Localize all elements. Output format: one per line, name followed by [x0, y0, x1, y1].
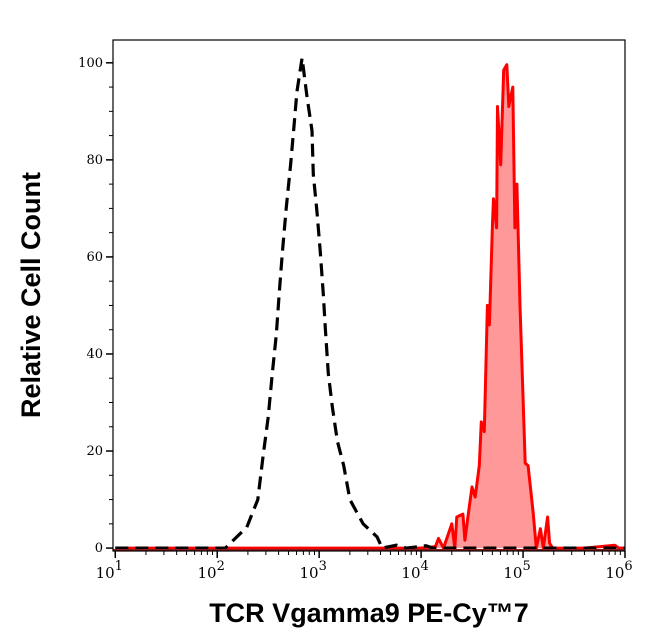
y-tick-label: 20 [86, 444, 103, 459]
y-tick-label: 100 [78, 56, 103, 71]
y-tick-label: 0 [95, 541, 103, 556]
x-axis-title: TCR Vgamma9 PE-Cy™7 [209, 598, 529, 628]
y-tick-label: 40 [86, 347, 103, 362]
x-tick-label: 103 [299, 559, 326, 582]
x-tick-label: 106 [605, 559, 632, 582]
x-tick-label: 102 [198, 559, 225, 582]
series-line-0 [115, 57, 625, 550]
x-tick-label: 105 [503, 559, 530, 582]
x-tick-label: 101 [96, 559, 123, 582]
series-layer [113, 57, 626, 551]
x-tick-label: 104 [401, 559, 428, 582]
ticks-layer: 101 102 103 104 105 106 0 20 40 60 80 100 [78, 56, 633, 582]
series-fill-1 [115, 64, 626, 549]
y-tick-label: 80 [86, 153, 103, 168]
plot-frame [112, 39, 626, 552]
y-tick-label: 60 [86, 250, 103, 265]
series-line-1 [115, 63, 625, 550]
y-axis-title: Relative Cell Count [16, 172, 46, 418]
